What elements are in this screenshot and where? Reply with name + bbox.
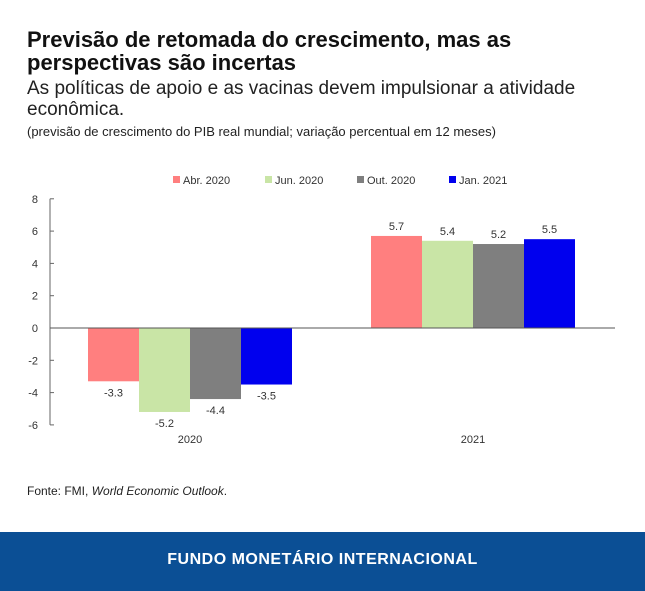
y-tick-label: -2 — [28, 355, 38, 367]
chart-note: (previsão de crescimento do PIB real mun… — [27, 124, 496, 139]
bar-jun-2020-2020 — [139, 328, 190, 412]
bar-jan-2021-2020 — [241, 328, 292, 385]
legend-swatch — [265, 176, 272, 183]
y-tick-label: 2 — [32, 291, 38, 303]
legend-label: Jan. 2021 — [459, 175, 507, 187]
legend-label: Abr. 2020 — [183, 175, 230, 187]
x-tick-label: 2020 — [178, 434, 202, 446]
data-label: -3.5 — [257, 391, 276, 403]
x-tick-label: 2021 — [461, 434, 485, 446]
bar-out-2020-2021 — [473, 244, 524, 328]
y-tick-label: -6 — [28, 420, 38, 432]
chart-subtitle: As políticas de apoio e as vacinas devem… — [27, 78, 576, 120]
footer-banner: FUNDO MONETÁRIO INTERNACIONAL — [0, 532, 645, 591]
data-label: 5.4 — [440, 226, 455, 238]
data-label: -4.4 — [206, 405, 225, 417]
y-tick-label: 8 — [32, 194, 38, 206]
data-label: -3.3 — [104, 387, 123, 399]
bar-out-2020-2020 — [190, 328, 241, 400]
legend-label: Out. 2020 — [367, 175, 415, 187]
data-label: 5.7 — [389, 221, 404, 233]
source-title: World Economic Outlook — [91, 484, 224, 498]
bar-abr-2020-2021 — [371, 235, 422, 328]
data-label: 5.5 — [542, 224, 557, 236]
bar-jun-2020-2021 — [422, 240, 473, 328]
y-tick-label: 6 — [32, 226, 38, 238]
chart-title: Previsão de retomada do crescimento, mas… — [27, 27, 512, 75]
y-tick-label: 0 — [32, 323, 38, 335]
source-suffix: . — [223, 484, 228, 498]
data-label: 5.2 — [491, 229, 506, 241]
legend-swatch — [449, 176, 456, 183]
y-tick-label: 4 — [32, 258, 38, 270]
bar-chart: Abr. 2020 Jun. 2020 Out. 2020 Jan. 2021 8 6 4 2… — [28, 175, 615, 446]
source-prefix: Fonte: FMI, — [27, 484, 92, 498]
legend-label: Jun. 2020 — [275, 175, 323, 187]
bar-abr-2020-2020 — [88, 328, 139, 382]
bar-jan-2021-2021 — [524, 239, 575, 328]
legend-swatch — [173, 176, 180, 183]
source-note: Fonte: FMI, World Economic Outlook. — [27, 484, 227, 498]
legend-swatch — [357, 176, 364, 183]
y-tick-label: -4 — [28, 388, 38, 400]
data-label: -5.2 — [155, 418, 174, 430]
